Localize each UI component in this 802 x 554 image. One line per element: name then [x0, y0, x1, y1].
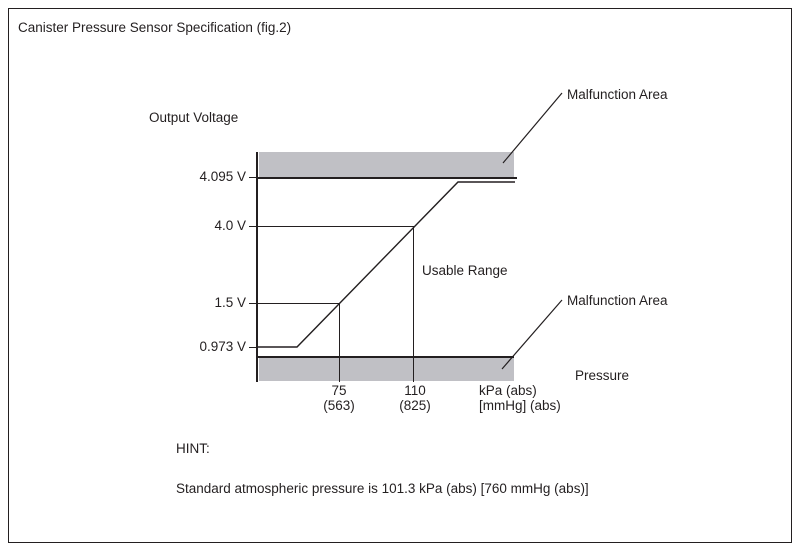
y-tick-label-4-095v: 4.095 V: [199, 169, 246, 184]
y-axis-line: [256, 152, 258, 382]
x-axis-line: [256, 356, 514, 358]
x-axis-unit-kpa: kPa (abs): [479, 383, 537, 398]
y-tick-4-0: [249, 226, 257, 227]
reference-line-4-095v: [256, 177, 517, 179]
reference-line-75kpa: [339, 303, 340, 382]
x-tick-label-110: 110 (825): [387, 383, 443, 413]
hint-text: Standard atmospheric pressure is 101.3 k…: [176, 481, 589, 496]
y-tick-label-0-973v: 0.973 V: [199, 339, 246, 354]
figure-title: Canister Pressure Sensor Specification (…: [18, 20, 292, 35]
reference-line-110kpa: [413, 226, 414, 382]
y-tick-label-1-5v: 1.5 V: [214, 295, 246, 310]
malfunction-band-top: [259, 152, 514, 177]
x-axis-units: kPa (abs) [mmHg] (abs): [479, 383, 561, 413]
y-tick-0-973: [249, 347, 257, 348]
x-axis-title: Pressure: [575, 368, 630, 383]
x-tick-110-kpa: 110: [404, 383, 426, 398]
reference-line-4-0v: [258, 226, 413, 227]
reference-line-1-5v: [258, 303, 340, 304]
malfunction-band-bottom: [259, 358, 514, 381]
y-tick-1-5: [249, 303, 257, 304]
x-tick-75-mmhg: (563): [323, 398, 355, 413]
figure-border: [8, 8, 792, 543]
x-tick-110-mmhg: (825): [399, 398, 431, 413]
y-tick-4-095: [249, 177, 257, 178]
y-tick-label-4-0v: 4.0 V: [214, 218, 246, 233]
malfunction-area-top-label: Malfunction Area: [567, 87, 668, 102]
malfunction-area-bottom-label: Malfunction Area: [567, 293, 668, 308]
x-axis-unit-mmhg: [mmHg] (abs): [479, 398, 561, 413]
usable-range-label: Usable Range: [422, 263, 508, 278]
y-axis-title: Output Voltage: [149, 110, 239, 125]
hint-heading: HINT:: [176, 441, 210, 456]
x-tick-label-75: 75 (563): [311, 383, 367, 413]
x-tick-75-kpa: 75: [331, 383, 347, 398]
